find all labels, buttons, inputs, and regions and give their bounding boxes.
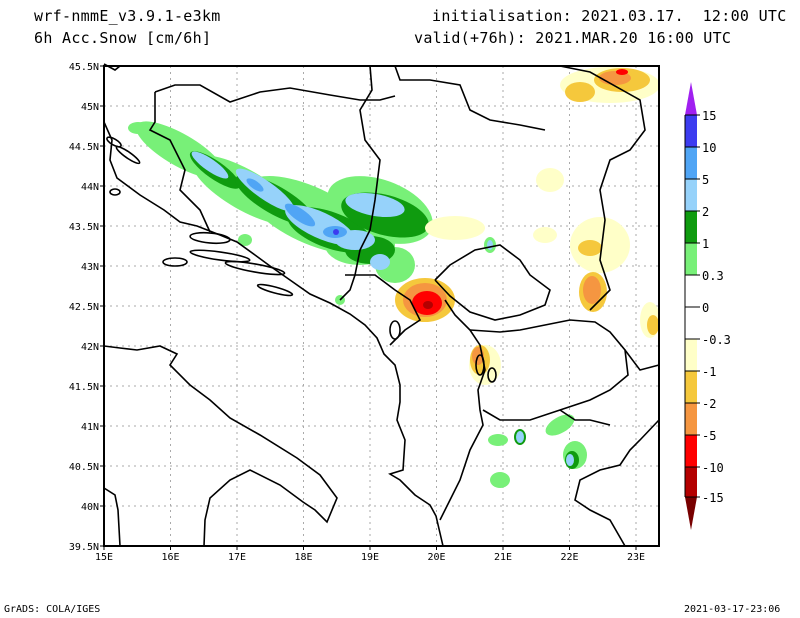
axis-ticks: 15E 16E 17E 18E 19E 20E 21E 22E 23E 45.5N 45N 44.5N…: [69, 62, 645, 563]
lat-tick-label: 40.5N: [69, 462, 99, 473]
lat-tick-label: 44.5N: [69, 142, 99, 153]
lon-tick-label: 19E: [361, 552, 379, 563]
colorbar-segment: [685, 179, 697, 211]
footer-timestamp: 2021-03-17-23:06: [684, 604, 781, 615]
lat-tick-label: 41N: [81, 422, 99, 433]
colorbar-label: -0.3: [702, 333, 731, 347]
bosnia-east-border: [339, 65, 381, 301]
bosnia-west-border: [148, 92, 211, 233]
lon-tick-label: 20E: [427, 552, 445, 563]
lon-tick-label: 18E: [294, 552, 312, 563]
colorbar-segment: [685, 147, 697, 179]
field-title: 6h Acc.Snow [cm/6h]: [34, 29, 212, 47]
lon-tick-label: 23E: [627, 552, 645, 563]
lake-scutari: [389, 320, 401, 340]
italy-coast: [103, 345, 338, 547]
colorbar-segment: [685, 243, 697, 275]
colorbar-label: -15: [702, 491, 724, 505]
lat-tick-label: 42N: [81, 342, 99, 353]
colorbar-segment: [685, 339, 697, 371]
snow-field: [128, 67, 660, 488]
lat-tick-label: 41.5N: [69, 382, 99, 393]
colorbar-segment: [685, 403, 697, 435]
colorbar-label: 5: [702, 173, 709, 187]
lon-tick-label: 22E: [560, 552, 578, 563]
lat-tick-label: 44N: [81, 182, 99, 193]
lon-tick-label: 21E: [494, 552, 512, 563]
colorbar-segment: [685, 371, 697, 403]
greece-coast-gulf: [559, 409, 611, 426]
colorbar-label: 10: [702, 141, 716, 155]
lat-tick-label: 39.5N: [69, 542, 99, 553]
kosovo-border: [434, 244, 551, 321]
valid-time: valid(+76h): 2021.MAR.20 16:00 UTC: [414, 29, 732, 47]
lat-tick-label: 45N: [81, 102, 99, 113]
italy-coast-south: [103, 487, 121, 547]
snow-band-blue: [333, 229, 339, 235]
serbia-romania-border: [394, 65, 546, 131]
lat-tick-label: 43N: [81, 262, 99, 273]
lat-tick-label: 42.5N: [69, 302, 99, 313]
greece-coast: [574, 419, 660, 547]
colorbar-label: -5: [702, 429, 716, 443]
colorbar-label: 1: [702, 237, 709, 251]
bosnia-north-border: [154, 84, 396, 103]
lake-ohrid: [475, 354, 485, 376]
coastlines-borders: [103, 63, 660, 547]
lat-tick-label: 40N: [81, 502, 99, 513]
colorbar-label: 0.3: [702, 269, 724, 283]
colorbar-label: -1: [702, 365, 716, 379]
bulgaria-greece-border: [624, 349, 660, 371]
footer-grads: GrADS: COLA/IGES: [4, 604, 101, 615]
albania-east-border: [439, 299, 486, 521]
colorbar-label: 0: [702, 301, 709, 315]
init-time: initialisation: 2021.03.17. 12:00 UTC: [432, 7, 787, 25]
colorbar-label: 15: [702, 109, 716, 123]
colorbar-under-triangle: [685, 497, 697, 530]
montenegro-border: [345, 274, 422, 346]
adriatic-east-coast: [103, 121, 444, 547]
colorbar-segment: [685, 467, 697, 497]
lake-prespa: [487, 367, 497, 383]
colorbar-segment: [685, 211, 697, 243]
colorbar: 15 10 5 2 1 0.3 0 -0.3 -1 -2 -5 -10 -15: [684, 82, 731, 530]
colorbar-label: -10: [702, 461, 724, 475]
lon-tick-label: 17E: [228, 552, 246, 563]
colorbar-segment: [685, 435, 697, 467]
snow-decrease-dark-red: [423, 301, 433, 309]
model-title: wrf-nmmE_v3.9.1-e3km: [34, 7, 221, 25]
colorbar-segment: [685, 115, 697, 147]
lat-tick-label: 45.5N: [69, 62, 99, 73]
lat-tick-label: 43.5N: [69, 222, 99, 233]
lon-tick-label: 16E: [161, 552, 179, 563]
colorbar-over-triangle: [685, 82, 697, 115]
lon-tick-label: 15E: [95, 552, 113, 563]
serbia-bulgaria-border: [559, 65, 646, 311]
colorbar-label: 2: [702, 205, 709, 219]
colorbar-label: -2: [702, 397, 716, 411]
